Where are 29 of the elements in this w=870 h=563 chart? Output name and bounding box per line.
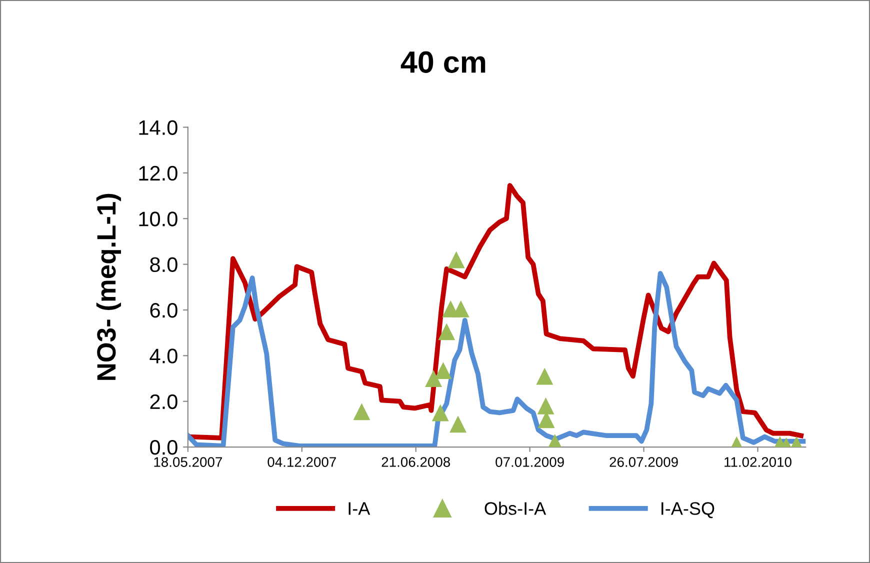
x-tick-label: 04.12.2007 bbox=[268, 457, 336, 467]
y-tick-label: 4.0 bbox=[150, 348, 178, 364]
y-tick-label: 0.0 bbox=[150, 440, 178, 455]
x-tick-label: 07.01.2009 bbox=[496, 457, 564, 467]
y-tick-label: 2.0 bbox=[150, 394, 178, 410]
point bbox=[537, 397, 554, 414]
chart-title: 40 cm bbox=[400, 51, 486, 73]
point bbox=[432, 404, 449, 422]
legend-label: I-A bbox=[348, 502, 370, 515]
legend-label: I-A-SQ bbox=[662, 502, 714, 518]
point bbox=[452, 300, 470, 318]
y-axis-title: NO3- (meq.L-1) bbox=[96, 194, 121, 380]
point bbox=[438, 323, 456, 340]
y-tick-label: 10.0 bbox=[139, 212, 178, 226]
y-tick-label: 14.0 bbox=[139, 120, 178, 135]
legend-label: Obs-I-A bbox=[484, 502, 546, 515]
y-tick-label: 8.0 bbox=[150, 257, 178, 272]
point bbox=[448, 251, 465, 268]
x-tick-label: 18.05.2007 bbox=[154, 457, 222, 467]
point bbox=[353, 403, 370, 420]
y-tick-label: 12.0 bbox=[139, 166, 178, 181]
point bbox=[536, 368, 554, 385]
point bbox=[450, 416, 467, 433]
x-tick-label: 11.02.2010 bbox=[724, 457, 792, 467]
point bbox=[434, 362, 452, 380]
point bbox=[425, 370, 442, 387]
x-tick-label: 21.06.2008 bbox=[382, 457, 450, 467]
x-tick-label: 26.07.2009 bbox=[610, 457, 678, 467]
y-tick-label: 6.0 bbox=[150, 302, 178, 318]
